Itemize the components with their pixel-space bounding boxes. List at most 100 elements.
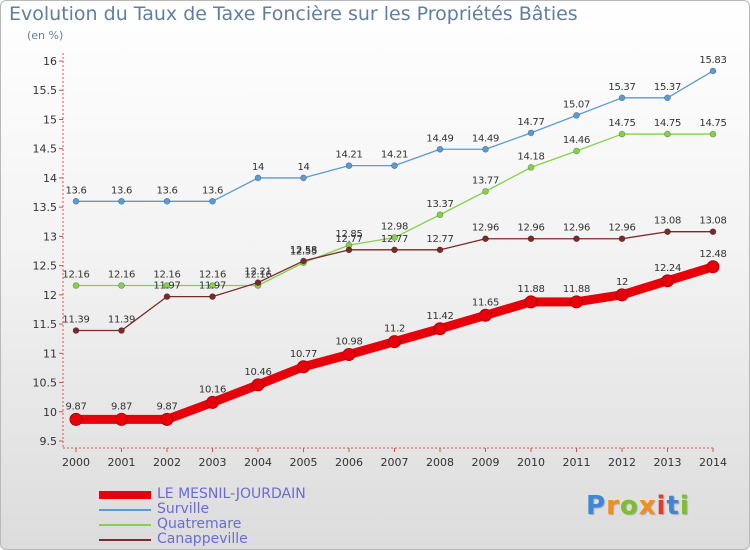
data-label: 14.77	[517, 117, 544, 128]
data-label: 13.6	[65, 185, 86, 196]
data-label: 14.46	[563, 135, 590, 146]
data-label: 9.87	[111, 401, 132, 412]
x-tick-label: 2003	[199, 456, 227, 469]
x-tick-label: 2008	[426, 456, 454, 469]
y-axis-unit-label: (en %)	[27, 29, 64, 42]
data-label: 12.77	[381, 234, 408, 245]
data-label: 14.75	[608, 118, 635, 129]
legend-label: Surville	[157, 501, 210, 517]
data-point	[118, 327, 125, 334]
data-label: 12.16	[108, 269, 135, 280]
x-tick-label: 2004	[244, 456, 272, 469]
data-label: 9.87	[65, 401, 86, 412]
legend-swatch	[99, 509, 151, 511]
data-label: 14	[297, 162, 309, 173]
data-point	[209, 282, 216, 289]
data-label: 13.77	[472, 175, 499, 186]
data-label: 12.96	[472, 223, 499, 234]
x-tick-label: 2000	[62, 456, 90, 469]
data-point	[436, 145, 444, 153]
data-label: 10.16	[199, 384, 226, 395]
proxiti-logo: Proxiti	[586, 491, 690, 521]
data-point	[391, 162, 398, 169]
data-point	[709, 228, 717, 236]
data-point	[206, 395, 219, 409]
legend-swatch	[99, 491, 151, 499]
data-label: 14.75	[699, 118, 726, 129]
x-tick-label: 2014	[699, 456, 727, 469]
data-point	[524, 295, 538, 309]
data-label: 12.96	[608, 223, 635, 234]
data-label: 14	[252, 162, 264, 173]
data-point	[527, 164, 535, 171]
legend-label: Quatremare	[157, 516, 242, 532]
data-point	[661, 274, 674, 288]
data-label: 13.6	[111, 185, 132, 196]
data-point	[342, 347, 356, 361]
data-point	[160, 412, 174, 426]
data-point	[300, 257, 307, 265]
data-label: 14.49	[426, 133, 453, 144]
data-point	[115, 412, 128, 426]
data-point	[618, 235, 626, 243]
data-point	[251, 378, 265, 392]
x-tick-label: 2010	[517, 456, 545, 469]
data-label: 14.18	[517, 151, 544, 162]
data-point	[254, 279, 262, 286]
data-point	[573, 112, 580, 119]
data-label: 12.55	[290, 247, 317, 258]
data-point	[433, 322, 447, 336]
y-tick-label: 11.5	[33, 318, 58, 331]
data-point	[479, 308, 492, 322]
data-label: 13.08	[699, 216, 726, 227]
data-label: 12.16	[62, 269, 89, 280]
data-label: 11.97	[199, 281, 226, 292]
x-tick-label: 2001	[108, 456, 136, 469]
data-label: 13.6	[202, 185, 223, 196]
data-point	[618, 130, 626, 138]
data-label: 12.21	[244, 267, 271, 278]
data-point	[436, 211, 444, 219]
data-point	[436, 246, 444, 254]
data-label: 12.16	[244, 269, 271, 280]
data-point	[664, 228, 671, 236]
data-point	[72, 327, 80, 334]
y-tick-label: 13.5	[33, 201, 58, 214]
data-label: 11.88	[563, 284, 590, 295]
x-tick-label: 2007	[381, 456, 409, 469]
x-tick-label: 2002	[153, 456, 181, 469]
data-point	[391, 246, 398, 254]
data-label: 12.48	[699, 249, 726, 260]
data-label: 12.77	[426, 234, 453, 245]
x-tick-label: 2012	[608, 456, 636, 469]
data-label: 11.97	[153, 281, 180, 292]
data-point	[706, 260, 720, 274]
x-tick-label: 2005	[290, 456, 318, 469]
data-point	[72, 198, 80, 205]
data-point	[300, 174, 307, 182]
data-label: 11.88	[517, 284, 544, 295]
legend-label: Canappeville	[157, 531, 248, 547]
data-label: 13.08	[654, 216, 681, 227]
data-point	[163, 198, 171, 205]
data-point	[254, 174, 262, 182]
data-point	[573, 235, 580, 243]
y-tick-label: 11	[43, 347, 57, 360]
data-point	[482, 188, 489, 195]
data-point	[297, 360, 310, 374]
data-point	[388, 335, 401, 349]
y-tick-label: 12.5	[33, 260, 58, 273]
data-label: 12.58	[290, 245, 317, 256]
data-point	[345, 246, 353, 254]
data-point	[527, 129, 535, 137]
data-point	[118, 282, 125, 289]
data-point	[163, 282, 171, 289]
data-label: 12.96	[517, 223, 544, 234]
data-label: 11.65	[472, 297, 499, 308]
data-point	[615, 288, 629, 302]
data-label: 10.46	[244, 367, 271, 378]
data-label: 15.07	[563, 99, 590, 110]
y-tick-label: 16	[43, 55, 57, 68]
data-point	[391, 234, 398, 241]
